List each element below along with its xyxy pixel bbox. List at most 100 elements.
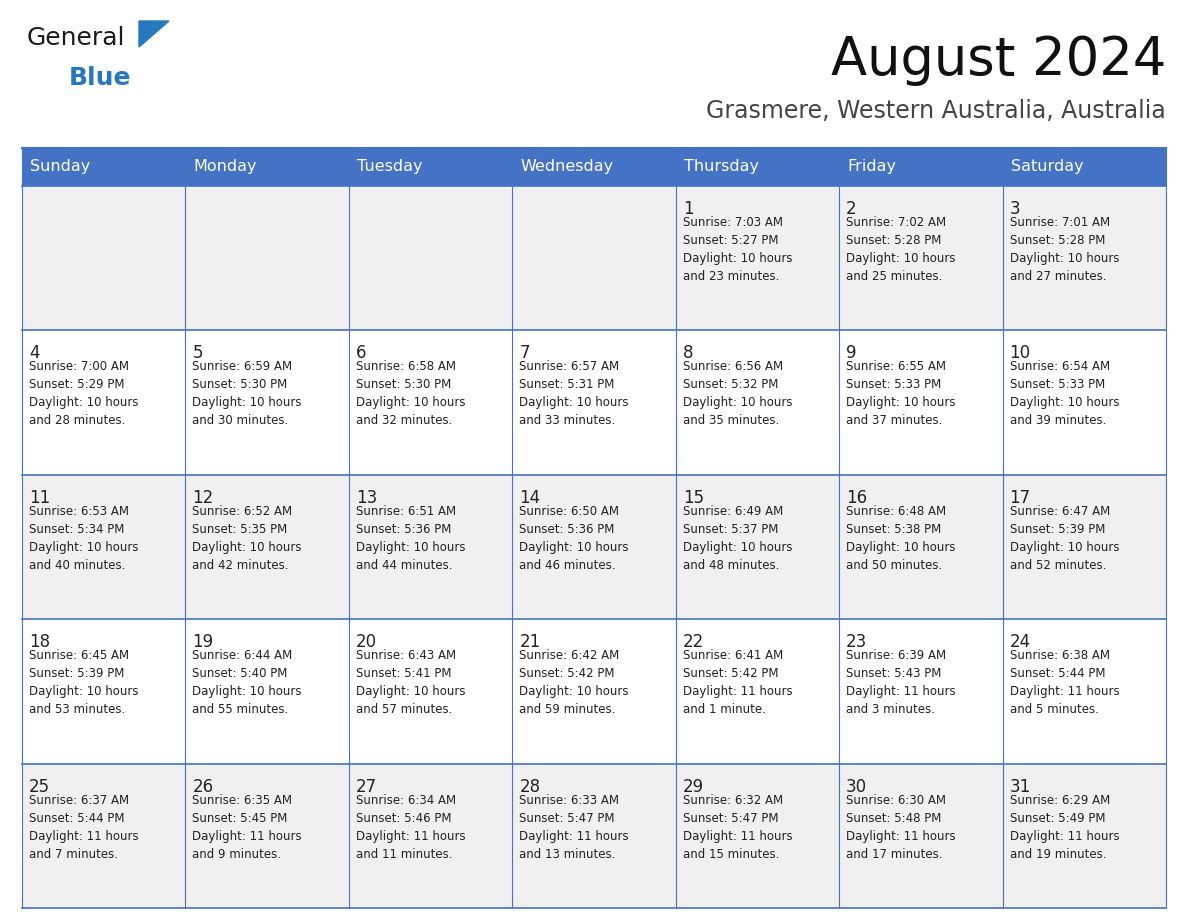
- Text: Sunrise: 6:42 AM: Sunrise: 6:42 AM: [519, 649, 619, 662]
- Text: and 44 minutes.: and 44 minutes.: [356, 559, 453, 572]
- Text: Daylight: 10 hours: Daylight: 10 hours: [356, 397, 466, 409]
- Text: 11: 11: [29, 488, 50, 507]
- Text: 23: 23: [846, 633, 867, 651]
- Text: 28: 28: [519, 778, 541, 796]
- Text: Sunset: 5:28 PM: Sunset: 5:28 PM: [1010, 234, 1105, 247]
- Text: Sunday: Sunday: [30, 160, 90, 174]
- Text: Daylight: 10 hours: Daylight: 10 hours: [1010, 252, 1119, 265]
- Text: Sunrise: 6:34 AM: Sunrise: 6:34 AM: [356, 793, 456, 807]
- Text: Daylight: 10 hours: Daylight: 10 hours: [519, 397, 628, 409]
- Bar: [512, 148, 676, 186]
- Text: 31: 31: [1010, 778, 1031, 796]
- Text: Sunrise: 6:54 AM: Sunrise: 6:54 AM: [1010, 361, 1110, 374]
- Text: Sunset: 5:29 PM: Sunset: 5:29 PM: [29, 378, 125, 391]
- Text: Sunset: 5:35 PM: Sunset: 5:35 PM: [192, 522, 287, 536]
- Text: Sunrise: 6:47 AM: Sunrise: 6:47 AM: [1010, 505, 1110, 518]
- Text: Sunset: 5:34 PM: Sunset: 5:34 PM: [29, 522, 125, 536]
- Text: 14: 14: [519, 488, 541, 507]
- Text: Grasmere, Western Australia, Australia: Grasmere, Western Australia, Australia: [706, 99, 1165, 123]
- Text: Daylight: 10 hours: Daylight: 10 hours: [846, 252, 955, 265]
- Text: Sunset: 5:46 PM: Sunset: 5:46 PM: [356, 812, 451, 824]
- Bar: [23, 620, 1165, 764]
- Text: Daylight: 10 hours: Daylight: 10 hours: [29, 685, 139, 699]
- Text: 30: 30: [846, 778, 867, 796]
- Text: and 30 minutes.: and 30 minutes.: [192, 414, 289, 428]
- Text: 2: 2: [846, 200, 857, 218]
- Text: Daylight: 10 hours: Daylight: 10 hours: [29, 397, 139, 409]
- Text: Daylight: 10 hours: Daylight: 10 hours: [683, 541, 792, 554]
- Text: Sunrise: 7:03 AM: Sunrise: 7:03 AM: [683, 216, 783, 229]
- Text: 5: 5: [192, 344, 203, 363]
- Text: Sunrise: 6:52 AM: Sunrise: 6:52 AM: [192, 505, 292, 518]
- Text: Saturday: Saturday: [1011, 160, 1083, 174]
- Text: Sunset: 5:40 PM: Sunset: 5:40 PM: [192, 667, 287, 680]
- Text: Thursday: Thursday: [684, 160, 759, 174]
- Text: 24: 24: [1010, 633, 1031, 651]
- Text: Daylight: 11 hours: Daylight: 11 hours: [1010, 830, 1119, 843]
- Bar: [349, 148, 512, 186]
- Text: and 40 minutes.: and 40 minutes.: [29, 559, 126, 572]
- Text: and 50 minutes.: and 50 minutes.: [846, 559, 942, 572]
- Text: Sunrise: 6:58 AM: Sunrise: 6:58 AM: [356, 361, 456, 374]
- Text: Daylight: 10 hours: Daylight: 10 hours: [683, 252, 792, 265]
- Text: Sunset: 5:44 PM: Sunset: 5:44 PM: [29, 812, 125, 824]
- Text: 25: 25: [29, 778, 50, 796]
- Text: Sunset: 5:45 PM: Sunset: 5:45 PM: [192, 812, 287, 824]
- Text: Daylight: 10 hours: Daylight: 10 hours: [1010, 397, 1119, 409]
- Text: Sunrise: 6:53 AM: Sunrise: 6:53 AM: [29, 505, 129, 518]
- Text: Sunrise: 6:48 AM: Sunrise: 6:48 AM: [846, 505, 947, 518]
- Text: Sunrise: 7:00 AM: Sunrise: 7:00 AM: [29, 361, 129, 374]
- Text: Wednesday: Wednesday: [520, 160, 613, 174]
- Text: Sunset: 5:30 PM: Sunset: 5:30 PM: [192, 378, 287, 391]
- Bar: [1003, 148, 1165, 186]
- Text: Sunset: 5:48 PM: Sunset: 5:48 PM: [846, 812, 942, 824]
- Text: Daylight: 11 hours: Daylight: 11 hours: [846, 830, 956, 843]
- Text: and 52 minutes.: and 52 minutes.: [1010, 559, 1106, 572]
- Text: Sunset: 5:42 PM: Sunset: 5:42 PM: [519, 667, 614, 680]
- Text: 13: 13: [356, 488, 377, 507]
- Text: Sunset: 5:42 PM: Sunset: 5:42 PM: [683, 667, 778, 680]
- Text: Daylight: 11 hours: Daylight: 11 hours: [1010, 685, 1119, 699]
- Bar: [23, 148, 185, 186]
- Text: Sunset: 5:27 PM: Sunset: 5:27 PM: [683, 234, 778, 247]
- Text: Sunset: 5:49 PM: Sunset: 5:49 PM: [1010, 812, 1105, 824]
- Text: and 7 minutes.: and 7 minutes.: [29, 847, 118, 860]
- Text: Tuesday: Tuesday: [356, 160, 423, 174]
- Text: 29: 29: [683, 778, 703, 796]
- Text: Sunset: 5:47 PM: Sunset: 5:47 PM: [519, 812, 614, 824]
- Text: and 48 minutes.: and 48 minutes.: [683, 559, 779, 572]
- Text: Sunrise: 6:38 AM: Sunrise: 6:38 AM: [1010, 649, 1110, 662]
- Text: and 17 minutes.: and 17 minutes.: [846, 847, 942, 860]
- Text: 9: 9: [846, 344, 857, 363]
- Bar: [23, 186, 1165, 330]
- Text: and 9 minutes.: and 9 minutes.: [192, 847, 282, 860]
- Text: Sunrise: 6:43 AM: Sunrise: 6:43 AM: [356, 649, 456, 662]
- Text: Sunset: 5:28 PM: Sunset: 5:28 PM: [846, 234, 942, 247]
- Text: Daylight: 10 hours: Daylight: 10 hours: [192, 541, 302, 554]
- Text: August 2024: August 2024: [830, 34, 1165, 86]
- Text: Sunrise: 6:29 AM: Sunrise: 6:29 AM: [1010, 793, 1110, 807]
- Text: and 59 minutes.: and 59 minutes.: [519, 703, 615, 716]
- Text: Daylight: 11 hours: Daylight: 11 hours: [846, 685, 956, 699]
- Text: and 57 minutes.: and 57 minutes.: [356, 703, 453, 716]
- Text: Daylight: 10 hours: Daylight: 10 hours: [29, 541, 139, 554]
- Text: and 25 minutes.: and 25 minutes.: [846, 270, 942, 283]
- Bar: [23, 764, 1165, 908]
- Polygon shape: [139, 21, 169, 47]
- Text: and 33 minutes.: and 33 minutes.: [519, 414, 615, 428]
- Text: Sunrise: 6:56 AM: Sunrise: 6:56 AM: [683, 361, 783, 374]
- Text: and 46 minutes.: and 46 minutes.: [519, 559, 615, 572]
- Text: Sunset: 5:47 PM: Sunset: 5:47 PM: [683, 812, 778, 824]
- Text: Sunrise: 6:45 AM: Sunrise: 6:45 AM: [29, 649, 129, 662]
- Text: 18: 18: [29, 633, 50, 651]
- Text: Blue: Blue: [69, 66, 132, 90]
- Text: and 53 minutes.: and 53 minutes.: [29, 703, 125, 716]
- Text: Sunrise: 6:50 AM: Sunrise: 6:50 AM: [519, 505, 619, 518]
- Text: Sunrise: 6:39 AM: Sunrise: 6:39 AM: [846, 649, 947, 662]
- Text: Sunset: 5:32 PM: Sunset: 5:32 PM: [683, 378, 778, 391]
- Text: Daylight: 10 hours: Daylight: 10 hours: [846, 397, 955, 409]
- Text: and 55 minutes.: and 55 minutes.: [192, 703, 289, 716]
- Text: 8: 8: [683, 344, 694, 363]
- Text: and 1 minute.: and 1 minute.: [683, 703, 765, 716]
- Bar: [185, 148, 349, 186]
